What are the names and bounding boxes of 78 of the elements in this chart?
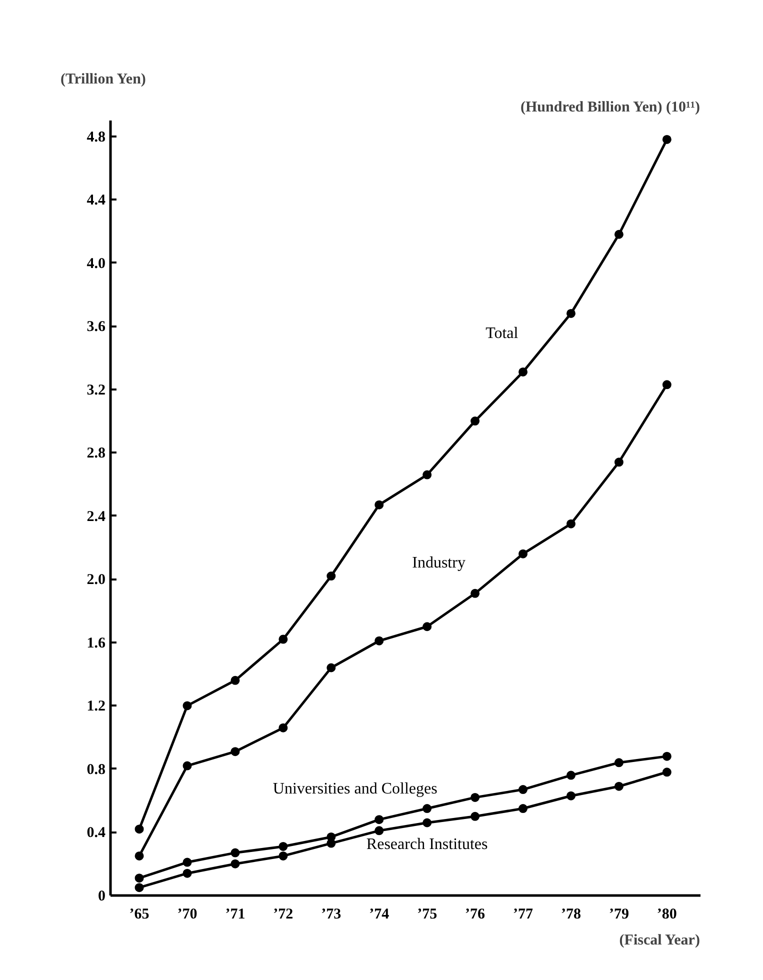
point	[614, 758, 624, 768]
point	[374, 815, 384, 824]
point	[278, 851, 288, 860]
point	[662, 380, 672, 390]
point	[422, 804, 432, 813]
y-tick-label: 3.2	[86, 382, 106, 398]
point	[326, 572, 336, 580]
point	[662, 768, 672, 777]
point	[614, 230, 624, 239]
point	[134, 824, 144, 834]
x-tick-label: ’75	[417, 906, 438, 922]
point	[566, 308, 576, 318]
x-tick-label: ’74	[369, 906, 390, 922]
x-tick-label: ’73	[321, 906, 342, 922]
point	[230, 859, 240, 868]
point	[182, 701, 192, 710]
point	[374, 636, 384, 646]
y-tick-label: 2.8	[86, 446, 106, 462]
point	[422, 470, 432, 480]
point	[422, 818, 432, 828]
y-tick-label: 0.8	[86, 762, 106, 778]
point	[662, 752, 672, 761]
point	[518, 804, 528, 813]
x-tick-label: ’76	[465, 906, 486, 922]
point	[662, 134, 672, 144]
point	[566, 791, 576, 800]
series-label: Industry	[412, 554, 466, 572]
point	[326, 663, 336, 672]
point	[182, 868, 192, 878]
point	[566, 770, 576, 780]
y-tick-label: 4.0	[86, 256, 106, 272]
point	[518, 785, 528, 794]
point	[182, 761, 192, 770]
x-tick-label: ’65	[129, 906, 150, 922]
y-tick-label: 2.0	[86, 572, 106, 588]
point	[518, 367, 528, 376]
x-tick-label: ’80	[656, 906, 677, 922]
y-tick-label: 1.6	[86, 635, 106, 652]
series-label: Research Institutes	[366, 836, 488, 853]
x-tick-label: ’72	[273, 906, 294, 922]
y-tick-label: 0	[98, 888, 106, 904]
point	[278, 842, 288, 851]
point	[134, 883, 144, 892]
x-tick-label: ’78	[560, 906, 581, 922]
point	[422, 622, 432, 632]
point	[374, 500, 384, 510]
y-tick-label: 1.2	[86, 698, 106, 715]
x-tick-label: ’77	[513, 906, 534, 922]
point	[470, 792, 480, 802]
point	[278, 723, 288, 732]
point	[134, 874, 144, 883]
y2-axis-title: (Hundred Billion Yen) (10¹¹)	[520, 100, 700, 116]
x-tick-label: ’70	[177, 906, 198, 922]
point	[182, 858, 192, 867]
x-axis-title: (Fiscal Year)	[619, 932, 700, 948]
point	[374, 826, 384, 836]
point	[230, 747, 240, 756]
point	[614, 458, 624, 467]
point	[134, 851, 144, 860]
x-tick-label: ’71	[225, 906, 246, 922]
y-tick-label: 4.8	[86, 129, 106, 146]
series-label: Total	[486, 324, 519, 342]
y-tick-label: 2.4	[86, 508, 106, 525]
point	[566, 519, 576, 528]
point	[518, 549, 528, 558]
y-tick-label: 4.4	[86, 192, 106, 209]
y-tick-label: 3.6	[86, 319, 106, 336]
y-tick-label: 0.4	[86, 825, 106, 842]
point	[470, 812, 480, 821]
x-tick-label: ’79	[608, 906, 629, 922]
series-label: Universities and Colleges	[272, 780, 438, 798]
point	[614, 782, 624, 791]
point	[470, 588, 480, 598]
point	[278, 634, 288, 644]
point	[230, 676, 240, 685]
point	[470, 416, 480, 426]
y-axis-title: (Trillion Yen)	[60, 72, 146, 88]
point	[230, 848, 240, 858]
